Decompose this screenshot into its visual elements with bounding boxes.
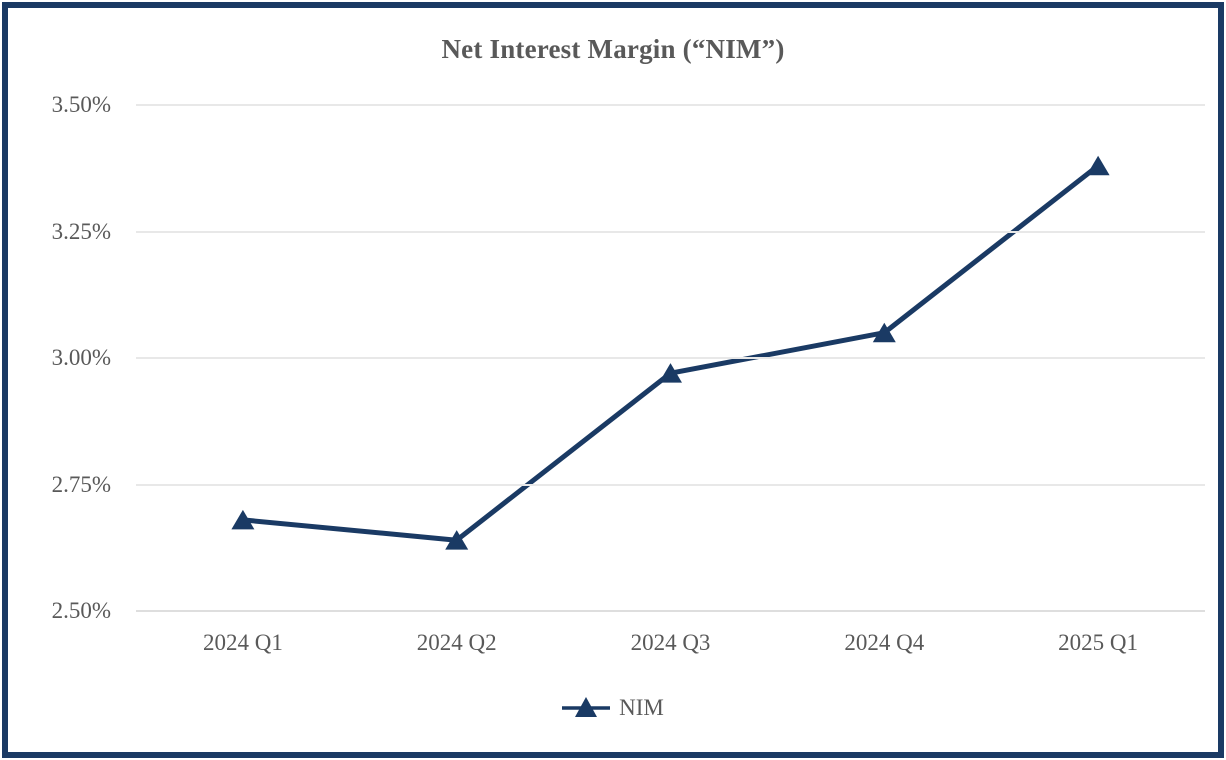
legend-label: NIM [619, 695, 664, 720]
x-axis-line [136, 610, 1205, 612]
legend: NIM [8, 694, 1218, 722]
y-tick-label: 3.25% [51, 218, 111, 244]
nim-data-point-marker [872, 322, 896, 343]
y-tick-label: 2.50% [51, 598, 111, 623]
legend-triangle [575, 697, 598, 717]
y-tick-label: 3.00% [51, 345, 111, 370]
x-tick-label: 2024 Q3 [630, 630, 711, 655]
x-tick-label: 2024 Q2 [416, 630, 497, 655]
gridline [136, 357, 1205, 359]
nim-data-point-marker [231, 509, 255, 530]
gridline [136, 104, 1205, 106]
y-tick-label: 3.50% [51, 92, 111, 117]
nim-data-point-marker [445, 530, 469, 550]
chart-title: Net Interest Margin (“NIM”) [441, 34, 785, 64]
nim-data-point-marker [659, 363, 682, 383]
gridline [136, 230, 1205, 233]
plot-area [136, 104, 1205, 612]
legend-line-triangle-marker-icon [562, 697, 611, 717]
nim-line-series [231, 155, 1110, 550]
x-tick-label: 2024 Q4 [844, 630, 925, 655]
x-tick-label: 2024 Q1 [202, 630, 283, 655]
y-tick-label: 2.75% [51, 471, 111, 497]
x-tick-label: 2025 Q1 [1058, 630, 1139, 655]
nim-data-point-marker [1086, 155, 1110, 176]
gridline [136, 483, 1205, 486]
